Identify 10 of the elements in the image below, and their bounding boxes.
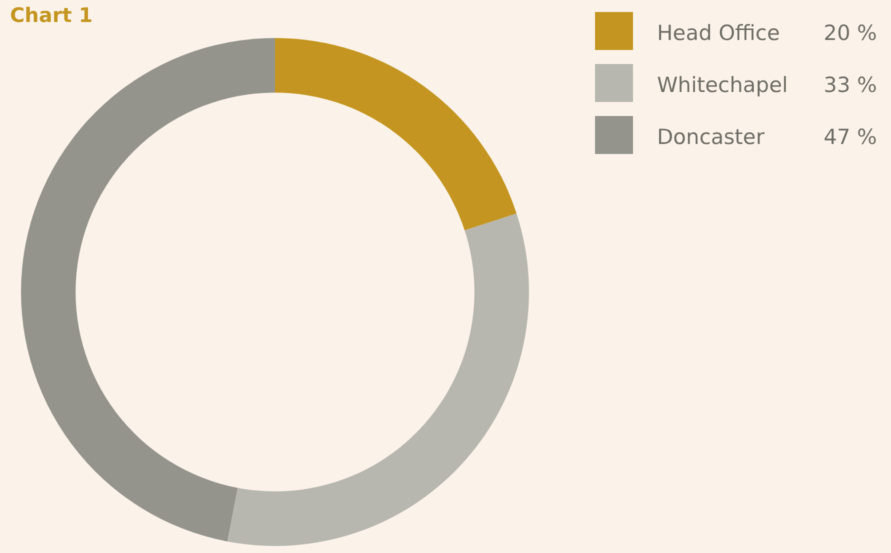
data-label: 20 % <box>824 21 877 45</box>
legend-label: Head Office <box>657 21 780 45</box>
data-label: 47 % <box>824 125 877 149</box>
data-label: 33 % <box>824 73 877 97</box>
donut-slice <box>21 38 275 542</box>
donut-slice <box>275 38 517 230</box>
legend-label: Whitechapel <box>657 73 788 97</box>
legend-label: Doncaster <box>657 125 765 149</box>
donut-slice <box>227 214 529 546</box>
chart-title: Chart 1 <box>10 3 93 27</box>
